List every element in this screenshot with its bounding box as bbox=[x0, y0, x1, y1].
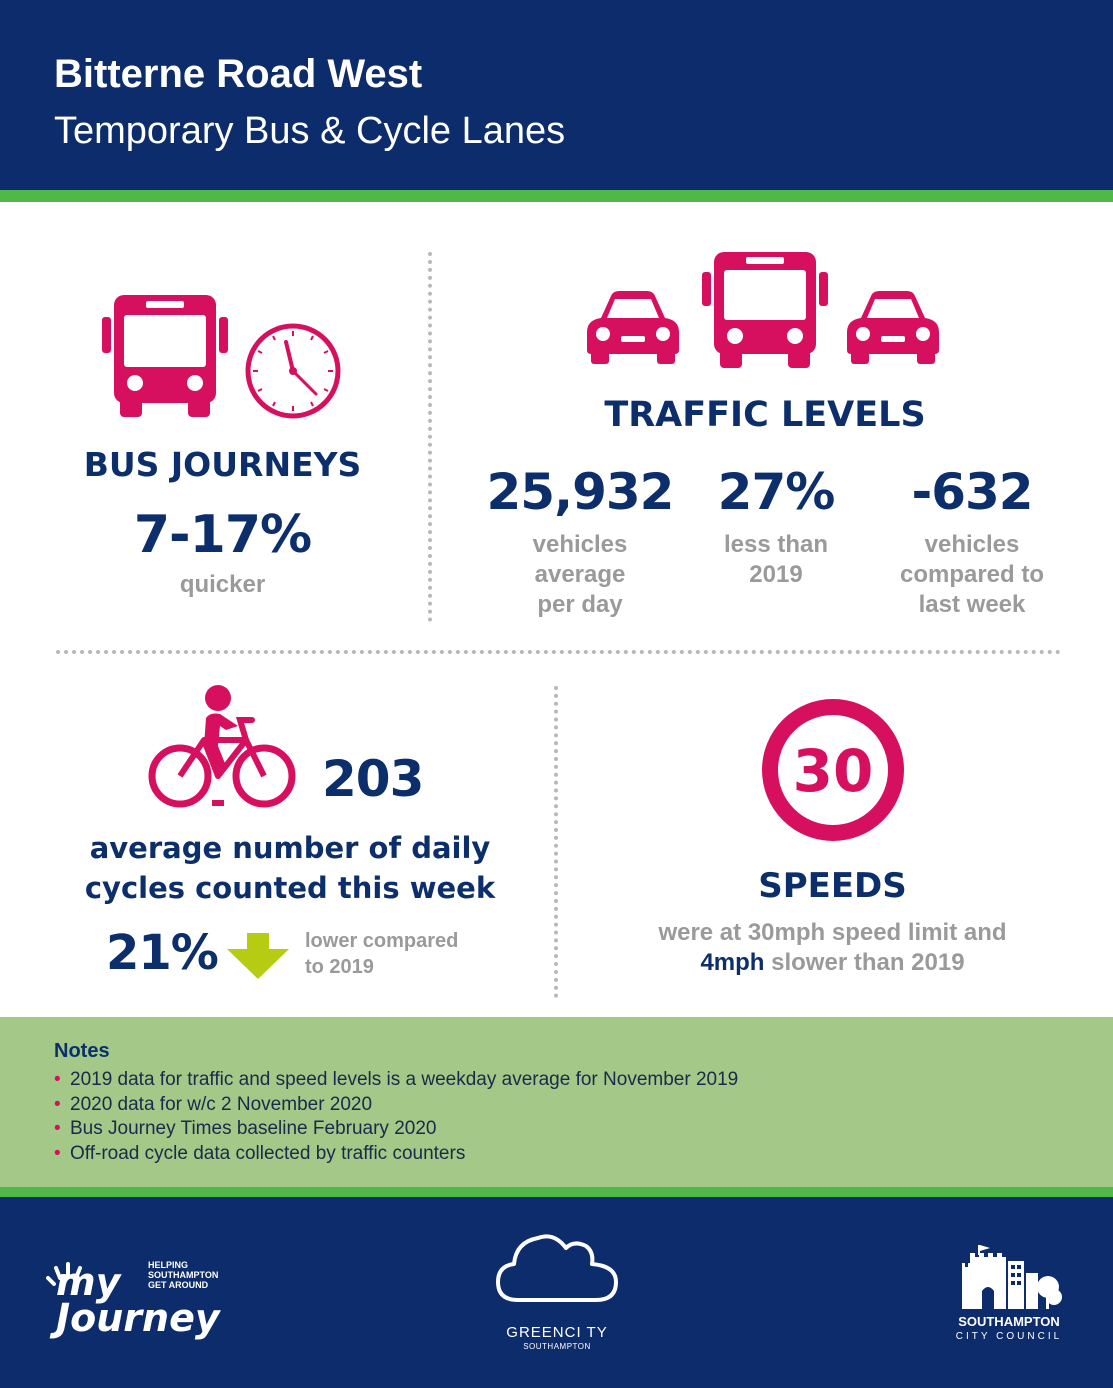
greencity-sub: SOUTHAMPTON bbox=[523, 1342, 591, 1351]
car-icon bbox=[847, 291, 939, 364]
traffic-stat-value: -632 bbox=[911, 463, 1033, 521]
footer-banner bbox=[0, 1197, 1113, 1388]
note-item: • Bus Journey Times baseline February 202… bbox=[54, 1118, 437, 1139]
speed-limit-value: 30 bbox=[792, 737, 874, 805]
cycles-change-value: 21% bbox=[106, 925, 219, 981]
note-item: • 2019 data for traffic and speed levels … bbox=[54, 1069, 739, 1090]
speeds-heading: SPEEDS bbox=[758, 866, 907, 906]
speeds-caption: were at 30mph speed limit and 4mph slowe… bbox=[658, 919, 1007, 976]
header-banner bbox=[0, 0, 1113, 190]
note-item: • Off-road cycle data collected by traffi… bbox=[54, 1142, 466, 1164]
bus-journeys-value: 7-17% bbox=[133, 505, 312, 565]
traffic-levels-heading: TRAFFIC LEVELS bbox=[604, 395, 926, 435]
clock-icon bbox=[245, 323, 341, 419]
note-item: • 2020 data for w/c 2 November 2020 bbox=[54, 1093, 373, 1115]
cloud-icon bbox=[496, 1234, 618, 1302]
footer-stripe bbox=[0, 1187, 1113, 1197]
header-stripe bbox=[0, 190, 1113, 202]
bus-icon bbox=[702, 252, 828, 368]
notes-panel bbox=[0, 1017, 1113, 1187]
cycles-change-caption: lower compared to 2019 bbox=[305, 930, 459, 978]
bus-journeys-caption: quicker bbox=[179, 571, 266, 598]
notes-list: • 2019 data for traffic and speed levels … bbox=[54, 1068, 738, 1166]
cycles-value: 203 bbox=[322, 750, 424, 808]
divider-horizontal bbox=[56, 650, 1061, 654]
council-name: SOUTHAMPTON bbox=[958, 1314, 1060, 1329]
notes-title: Notes bbox=[54, 1040, 110, 1062]
traffic-stat-caption: vehicles average per day bbox=[532, 531, 628, 618]
bus-icon bbox=[102, 295, 228, 417]
myjourney-logo: my Journey HELPING SOUTHAMPTON GET AROUN… bbox=[46, 1258, 246, 1348]
sun-rays-icon bbox=[46, 1262, 82, 1286]
greencity-name: GREENCI TY bbox=[506, 1324, 608, 1341]
council-crest-icon bbox=[962, 1245, 1062, 1309]
cycles-caption: average number of daily cycles counted t… bbox=[84, 831, 496, 905]
page-subtitle: Temporary Bus & Cycle Lanes bbox=[54, 110, 566, 152]
cyclist-icon bbox=[148, 685, 296, 808]
divider-vertical-top bbox=[428, 252, 432, 622]
council-sub: CITY COUNCIL bbox=[955, 1331, 1063, 1342]
down-arrow-icon bbox=[227, 933, 289, 979]
divider-vertical-bottom bbox=[554, 686, 558, 998]
speed-limit-sign-icon bbox=[762, 699, 904, 841]
traffic-stat-value: 27% bbox=[717, 463, 836, 521]
traffic-stat-caption: vehicles compared to last week bbox=[899, 531, 1045, 618]
myjourney-tagline: HELPING SOUTHAMPTON GET AROUND bbox=[148, 1260, 219, 1290]
page-title: Bitterne Road West bbox=[54, 52, 423, 96]
car-icon bbox=[587, 291, 679, 364]
traffic-stat-value: 25,932 bbox=[486, 463, 675, 521]
bus-journeys-heading: BUS JOURNEYS bbox=[83, 445, 362, 484]
traffic-stat-caption: less than 2019 bbox=[723, 531, 829, 588]
myjourney-logo-text: my Journey bbox=[56, 1260, 220, 1340]
